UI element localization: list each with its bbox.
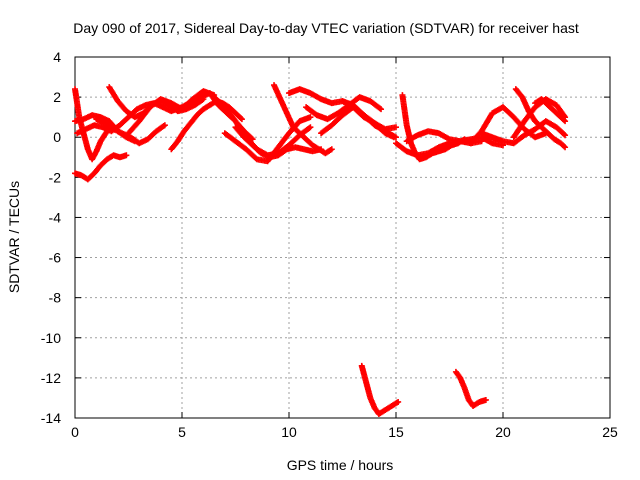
data-point bbox=[482, 396, 489, 403]
data-point bbox=[123, 152, 130, 159]
data-point bbox=[390, 134, 397, 141]
data-point bbox=[328, 146, 335, 153]
x-tick-label: 5 bbox=[178, 424, 186, 440]
series-s12 bbox=[221, 114, 314, 165]
series-s1 bbox=[72, 152, 130, 183]
data-point bbox=[161, 122, 168, 129]
series-s17 bbox=[339, 98, 397, 141]
x-tick-label: 10 bbox=[281, 424, 297, 440]
y-tick-label: -6 bbox=[49, 250, 62, 266]
y-axis-label: SDTVAR / TECUs bbox=[6, 181, 22, 293]
data-point bbox=[562, 118, 569, 125]
data-point bbox=[560, 131, 567, 138]
y-tick-label: -2 bbox=[49, 169, 62, 185]
data-point bbox=[376, 105, 383, 112]
chart-title: Day 090 of 2017, Sidereal Day-to-day VTE… bbox=[73, 20, 579, 36]
x-tick-label: 15 bbox=[388, 424, 404, 440]
data-point bbox=[237, 115, 244, 122]
data-point bbox=[478, 138, 485, 145]
series-s6 bbox=[125, 88, 218, 137]
series-s25 bbox=[532, 96, 569, 125]
series-s7 bbox=[93, 116, 168, 147]
data-point bbox=[307, 124, 314, 131]
x-axis-label: GPS time / hours bbox=[287, 457, 394, 473]
series-s21 bbox=[467, 104, 549, 147]
data-point bbox=[378, 106, 385, 113]
data-point bbox=[306, 125, 313, 132]
data-point bbox=[562, 132, 569, 139]
y-tick-label: 0 bbox=[53, 129, 61, 145]
x-tick-label: 20 bbox=[495, 424, 511, 440]
plot-frame bbox=[74, 56, 611, 419]
y-tick-label: -4 bbox=[49, 209, 62, 225]
series-s27 bbox=[452, 368, 489, 409]
data-point bbox=[307, 114, 314, 121]
data-point bbox=[560, 117, 567, 124]
y-tick-label: -8 bbox=[49, 290, 62, 306]
y-tick-label: -14 bbox=[41, 410, 61, 426]
y-tick-label: 4 bbox=[53, 49, 61, 65]
data-point bbox=[562, 144, 569, 151]
y-tick-label: -10 bbox=[41, 330, 61, 346]
series-s19 bbox=[393, 134, 506, 159]
y-tick-label: -12 bbox=[41, 370, 61, 386]
series-s26 bbox=[358, 362, 402, 417]
x-tick-label: 0 bbox=[71, 424, 79, 440]
data-point bbox=[393, 124, 399, 131]
data-points bbox=[72, 82, 569, 417]
data-point bbox=[395, 398, 402, 405]
data-point bbox=[238, 116, 245, 123]
y-tick-label: 2 bbox=[53, 89, 61, 105]
data-point bbox=[560, 143, 567, 150]
series-s2 bbox=[72, 86, 117, 163]
series-s13 bbox=[271, 82, 335, 157]
x-tick-label: 25 bbox=[602, 424, 618, 440]
